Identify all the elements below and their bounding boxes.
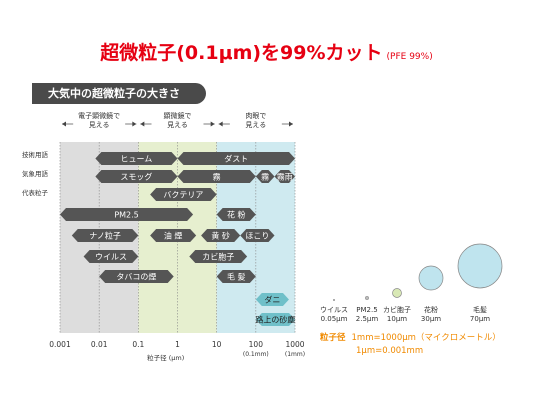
region-arrowhead-left-0: [62, 121, 66, 127]
size-circle-3: [418, 265, 444, 291]
bar-label-1: ダスト: [224, 154, 248, 164]
row-label-2: 代表粒子: [22, 188, 49, 197]
size-name-1: PM2.5: [356, 306, 377, 314]
bar-14: [189, 250, 248, 263]
size-value-1: 2.5μm: [356, 315, 379, 323]
bar-label-18: 路上の砂塵: [255, 315, 295, 325]
bar-10: [150, 229, 197, 242]
region-label-0: 見える: [89, 121, 110, 129]
row-label-1: 気象用語: [22, 169, 49, 178]
region-label-1: 見える: [167, 121, 188, 129]
bar-label-12: ほこり: [245, 232, 269, 241]
bar-label-3: 霧: [213, 173, 221, 182]
x-tick-label: 1000: [285, 340, 304, 349]
bar-label-2: スモッグ: [120, 172, 152, 182]
region-arrowhead-left-1: [140, 121, 145, 127]
bar-12: [240, 229, 275, 242]
bar-label-0: ヒューム: [121, 155, 153, 164]
bar-label-7: 花 粉: [227, 210, 246, 220]
bar-15: [99, 270, 174, 283]
bar-2: [95, 170, 178, 183]
size-circle-2: [392, 288, 402, 298]
region-arrowhead-right-1: [210, 121, 215, 127]
x-tick-label: 0.001: [49, 340, 71, 349]
x-tick-label: 0.01: [91, 340, 108, 349]
bar-label-15: タバコの煙: [116, 273, 156, 282]
size-note-line2: 1μm=0.001mm: [356, 346, 424, 356]
region-label-0: 電子顕微鏡で: [78, 111, 120, 120]
bar-5: [274, 170, 295, 183]
bar-16: [216, 270, 256, 283]
bar-label-17: ダニ: [264, 295, 280, 305]
bar-1: [177, 152, 295, 165]
size-note-label: 粒子径: [320, 333, 346, 343]
bar-label-11: 黄 砂: [211, 231, 230, 241]
size-name-4: 毛髪: [473, 305, 487, 314]
x-tick-label: 0.1: [132, 340, 144, 349]
size-note-line1: 粒子径 1mm=1000μm（マイクロメートル）: [320, 331, 501, 343]
size-name-3: 花粉: [424, 305, 438, 314]
bar-9: [71, 229, 139, 242]
bar-7: [216, 208, 256, 221]
bar-3: [177, 170, 256, 183]
x-tick-label: 1: [175, 340, 180, 349]
bar-18: [255, 313, 295, 326]
bar-label-8: PM2.5: [114, 211, 138, 220]
size-value-3: 30μm: [421, 315, 441, 323]
x-tick-label: 10: [212, 340, 222, 349]
region-label-1: 顕微鏡で: [164, 111, 192, 120]
bar-label-16: 毛 髪: [227, 272, 246, 282]
x-tick-sublabel: (1mm): [285, 351, 305, 358]
region-arrowhead-right-2: [289, 121, 293, 127]
x-tick-sublabel: (0.1mm): [243, 351, 269, 358]
size-circle-1: [364, 295, 370, 301]
row-label-0: 技術用語: [22, 150, 49, 159]
bar-label-5: 霧雨: [277, 173, 293, 182]
headline-main: 超微粒子(0.1μm)を99%カット: [100, 42, 383, 64]
bar-label-4: 霧: [261, 173, 269, 182]
x-axis-label: 粒子径 (μm): [147, 353, 184, 362]
bar-0: [95, 152, 178, 165]
size-name-2: カビ胞子: [383, 305, 411, 314]
region-label-2: 肉眼で: [245, 111, 266, 120]
bar-11: [201, 229, 241, 242]
region-label-2: 見える: [245, 121, 266, 129]
region-arrowhead-right-0: [132, 121, 137, 127]
headline: 超微粒子(0.1μm)を99%カット (PFE 99%): [0, 38, 533, 65]
section-title: 大気中の超微粒子の大きさ: [32, 83, 206, 104]
size-circle-4: [457, 243, 503, 289]
bar-label-10: 油 煙: [164, 231, 183, 241]
bar-17: [255, 293, 289, 306]
bar-8: [60, 208, 194, 221]
size-note-text1: 1mm=1000μm（マイクロメートル）: [351, 333, 501, 343]
region-arrowhead-left-2: [218, 121, 223, 127]
bar-6: [150, 188, 217, 201]
size-value-0: 0.05μm: [321, 315, 348, 323]
x-tick-label: 100: [249, 340, 264, 349]
size-circle-0: [332, 298, 336, 302]
size-name-0: ウイルス: [320, 306, 348, 314]
bar-label-6: バクテリア: [163, 191, 203, 200]
bar-label-9: ナノ粒子: [89, 231, 121, 241]
size-value-2: 10μm: [387, 315, 407, 323]
size-value-4: 70μm: [470, 315, 490, 323]
headline-sub: (PFE 99%): [386, 52, 433, 62]
bar-13: [83, 250, 139, 263]
bar-label-13: ウイルス: [95, 253, 127, 262]
bar-label-14: カビ胞子: [202, 252, 234, 262]
bar-4: [255, 170, 275, 183]
